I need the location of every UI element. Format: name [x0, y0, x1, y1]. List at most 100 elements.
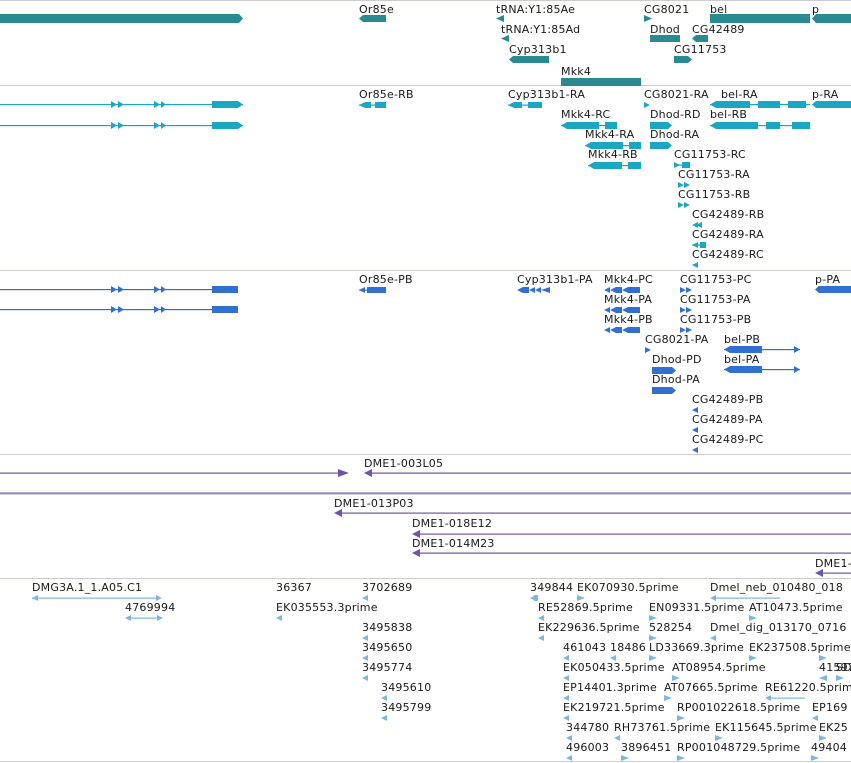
feature-glyph[interactable] [812, 14, 851, 23]
feature-label[interactable]: Dhod-PA [652, 373, 700, 386]
feature-label[interactable]: 528254 [649, 621, 693, 634]
feature-label[interactable]: Dhod-RA [650, 128, 700, 141]
feature-glyph[interactable] [649, 655, 659, 661]
feature-label[interactable]: 3495774 [362, 661, 413, 674]
feature-label[interactable]: RH73761.5prime [614, 721, 711, 734]
feature-label[interactable]: CG11753-RB [678, 188, 751, 201]
feature-label[interactable]: CG42489-PC [692, 433, 764, 446]
feature-label[interactable]: CG11753-RA [678, 168, 750, 181]
feature-glyph[interactable] [678, 202, 690, 208]
feature-label[interactable]: 3896451 [621, 741, 672, 754]
feature-label[interactable]: 3495838 [362, 621, 413, 634]
feature-glyph[interactable] [563, 675, 575, 681]
feature-glyph[interactable] [561, 78, 641, 86]
feature-glyph[interactable] [364, 469, 851, 477]
feature-glyph[interactable] [644, 102, 650, 108]
feature-glyph[interactable] [650, 122, 672, 129]
feature-label[interactable]: EK219721.5prime [563, 701, 665, 714]
feature-glyph[interactable] [604, 327, 640, 333]
feature-label[interactable]: p-PA [815, 273, 841, 286]
feature-label[interactable]: Mkk4-PC [604, 273, 653, 286]
feature-label[interactable]: p-RA [812, 88, 839, 101]
feature-glyph[interactable] [32, 595, 162, 601]
feature-glyph[interactable] [749, 655, 759, 661]
feature-label[interactable]: tRNA:Y1:85Ae [496, 3, 576, 16]
feature-label[interactable]: AT10473.5prime [749, 601, 843, 614]
feature-glyph[interactable] [610, 655, 618, 661]
feature-label[interactable]: CG42489-RA [692, 228, 764, 241]
feature-label[interactable]: DME1-018E12 [412, 517, 493, 530]
feature-glyph[interactable] [819, 735, 829, 741]
feature-glyph[interactable] [604, 287, 640, 293]
feature-glyph[interactable] [650, 142, 672, 149]
feature-label[interactable]: 49404 [811, 741, 847, 754]
feature-label[interactable]: SD [836, 661, 851, 674]
feature-glyph[interactable] [674, 162, 690, 168]
feature-glyph[interactable] [538, 635, 546, 641]
feature-glyph[interactable] [652, 387, 676, 394]
feature-label[interactable]: p [812, 3, 820, 16]
feature-label[interactable]: Dhod-PD [652, 353, 702, 366]
feature-label[interactable]: Mkk4-RA [585, 128, 635, 141]
feature-glyph[interactable] [412, 530, 851, 538]
feature-glyph[interactable] [362, 635, 368, 641]
feature-glyph[interactable] [692, 427, 698, 433]
feature-label[interactable]: RE61220.5prime [765, 681, 851, 694]
feature-glyph[interactable] [811, 755, 821, 761]
feature-label[interactable]: Mkk4 [561, 65, 592, 78]
feature-glyph[interactable] [836, 675, 846, 681]
feature-label[interactable]: 344780 [566, 721, 610, 734]
feature-label[interactable]: EK050433.5prime [563, 661, 665, 674]
feature-label[interactable]: DME1-014M23 [412, 537, 495, 550]
feature-label[interactable]: RP001022618.5prime [677, 701, 801, 714]
feature-label[interactable]: CG11753-PC [680, 273, 752, 286]
feature-glyph[interactable] [538, 615, 550, 621]
feature-label[interactable]: EP169 [812, 701, 848, 714]
feature-glyph[interactable] [819, 655, 829, 661]
feature-glyph[interactable] [359, 102, 386, 108]
feature-label[interactable]: Cyp313b1-PA [517, 273, 593, 286]
feature-glyph[interactable] [724, 346, 800, 353]
feature-label[interactable]: CG42489-RB [692, 208, 765, 221]
feature-label[interactable]: CG8021-PA [645, 333, 709, 346]
feature-glyph[interactable] [815, 569, 851, 577]
feature-glyph[interactable] [604, 307, 640, 313]
feature-glyph[interactable] [362, 655, 368, 661]
feature-label[interactable]: 18486 [610, 641, 646, 654]
feature-glyph[interactable] [710, 122, 810, 129]
feature-label[interactable]: 461043 [563, 641, 607, 654]
feature-label[interactable]: 4769994 [125, 601, 176, 614]
feature-label[interactable]: Mkk4-PA [604, 293, 653, 306]
feature-glyph[interactable] [674, 56, 692, 63]
feature-label[interactable]: CG11753 [674, 43, 727, 56]
feature-glyph[interactable] [649, 615, 659, 621]
feature-glyph[interactable] [649, 635, 659, 641]
feature-glyph[interactable] [0, 14, 243, 23]
feature-glyph[interactable] [710, 14, 810, 23]
feature-glyph[interactable] [692, 407, 698, 413]
feature-glyph[interactable] [577, 595, 587, 601]
feature-glyph[interactable] [566, 755, 578, 761]
feature-label[interactable]: Or85e [359, 3, 394, 16]
feature-label[interactable]: CG8021 [644, 3, 690, 16]
feature-glyph[interactable] [692, 447, 698, 453]
feature-label[interactable]: 3495799 [381, 701, 432, 714]
feature-label[interactable]: LD33669.3prime [649, 641, 744, 654]
feature-glyph[interactable] [765, 695, 805, 701]
feature-glyph[interactable] [496, 15, 504, 22]
feature-label[interactable]: DME1- [815, 557, 851, 570]
feature-glyph[interactable] [563, 715, 575, 721]
feature-glyph[interactable] [517, 287, 550, 293]
feature-glyph[interactable] [381, 695, 387, 701]
feature-glyph[interactable] [276, 615, 282, 621]
feature-label[interactable]: Dhod-RD [650, 108, 701, 121]
feature-glyph[interactable] [621, 755, 631, 761]
feature-glyph[interactable] [749, 615, 759, 621]
feature-glyph[interactable] [125, 615, 163, 621]
feature-glyph[interactable] [644, 15, 652, 22]
feature-glyph[interactable] [677, 715, 687, 721]
feature-glyph[interactable] [0, 286, 238, 293]
feature-glyph[interactable] [692, 262, 698, 268]
feature-label[interactable]: EN09331.5prime [649, 601, 745, 614]
feature-glyph[interactable] [0, 122, 243, 129]
